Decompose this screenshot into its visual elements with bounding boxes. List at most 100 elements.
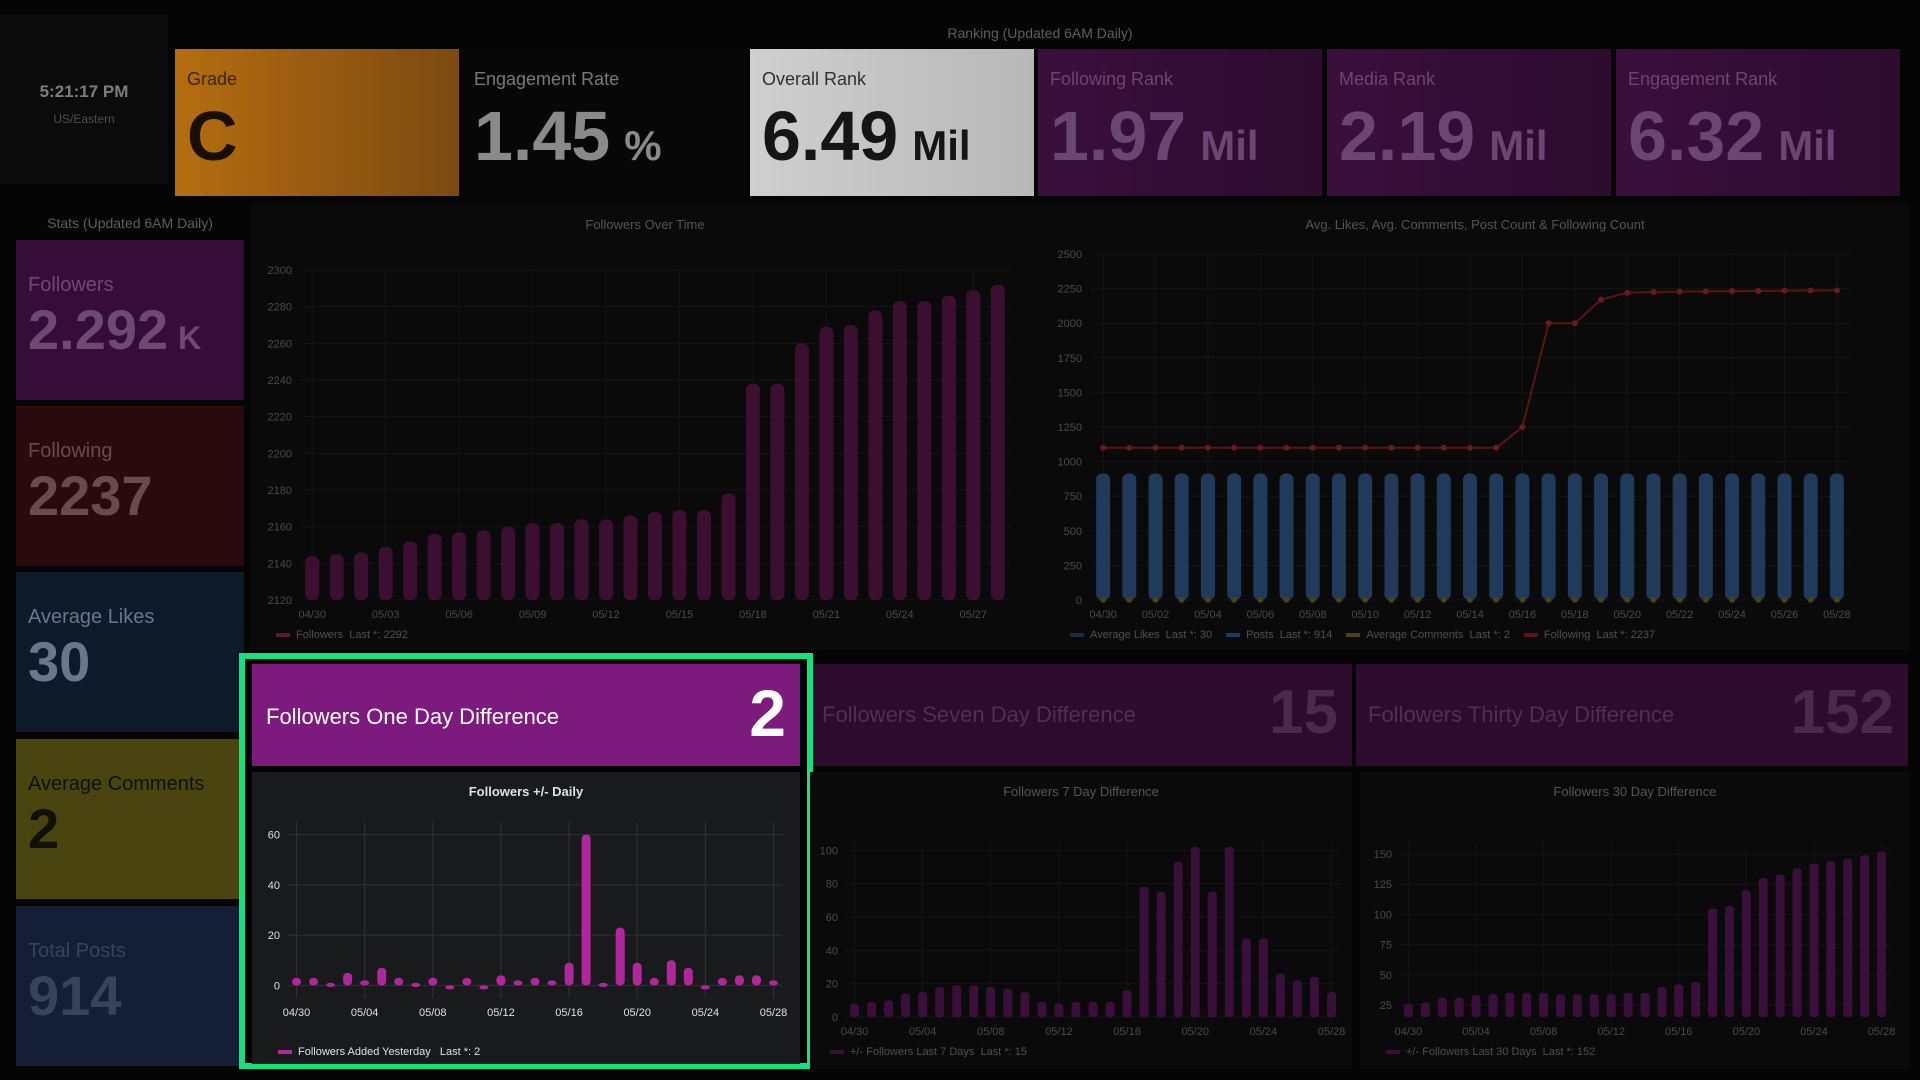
avg-comments-point (1729, 596, 1736, 603)
avg-comments-point (1781, 596, 1788, 603)
x-tick-label: 05/08 (419, 1007, 447, 1019)
legend-name: Followers (296, 629, 344, 641)
bar (479, 985, 489, 990)
legend-last: Last *: 2292 (349, 629, 408, 641)
followers-over-time-legend: Followers Last *: 2292 (276, 629, 408, 641)
bar (343, 972, 353, 986)
y-tick-label: 2240 (268, 375, 292, 387)
bar (1309, 977, 1319, 1017)
following-point (1467, 444, 1473, 451)
bar (1775, 874, 1785, 1017)
bar (1594, 473, 1609, 600)
bar (530, 977, 540, 986)
bar (462, 977, 472, 986)
bar (550, 523, 565, 600)
bar (1589, 994, 1599, 1017)
bar (1489, 473, 1504, 600)
following-point (1335, 444, 1342, 451)
rank-card-value: 6.32 Mil (1628, 101, 1837, 171)
seven-day-chart: 0 20 40 60 80 100 04/30 05/04 05/08 05/12 05/16 05/… (820, 842, 1346, 1038)
x-tick-label: 05/28 (760, 1007, 788, 1019)
bar (1139, 887, 1149, 1017)
bar (411, 982, 421, 987)
legend-last: Last *: 15 (980, 1046, 1028, 1058)
stat-card: Following 2237 (16, 406, 244, 566)
bar (683, 967, 693, 986)
bar (1860, 855, 1870, 1017)
x-tick-label: 05/28 (1318, 1026, 1346, 1038)
rank-card-label: Engagement Rate (474, 69, 620, 89)
stat-card-number: 2.292 (28, 298, 169, 361)
x-tick-label: 05/16 (1509, 609, 1537, 621)
legend-last: Last *: 30 (1165, 629, 1213, 641)
x-tick-label: 05/20 (1733, 1026, 1761, 1038)
x-tick-label: 05/04 (1194, 609, 1222, 621)
bar (1724, 905, 1734, 1017)
legend-last: Last *: 152 (1542, 1046, 1596, 1058)
bar (892, 301, 907, 600)
y-tick-label: 250 (1064, 560, 1082, 572)
following-point (1414, 444, 1421, 451)
x-tick-label: 05/26 (1771, 609, 1799, 621)
bar (1809, 863, 1819, 1017)
clock-time: 5:21:17 PM (39, 82, 129, 101)
y-tick-label: 2120 (268, 595, 292, 607)
rank-card: Media Rank 2.19 Mil (1327, 49, 1611, 196)
bar (935, 987, 945, 1017)
rank-card-value: 6.49 Mil (762, 101, 971, 171)
x-tick-label: 05/28 (1823, 609, 1851, 621)
x-tick-label: 05/22 (1666, 609, 1694, 621)
bar (564, 962, 574, 986)
rank-card-number: 2.19 (1339, 97, 1476, 175)
x-tick-label: 05/12 (592, 609, 620, 621)
one-day-diff-value: 2 (749, 676, 786, 750)
x-tick-label: 04/30 (1395, 1026, 1423, 1038)
following-point (1309, 444, 1316, 451)
bar (1777, 473, 1792, 600)
bar (329, 554, 344, 600)
y-tick-label: 150 (1374, 849, 1392, 861)
legend-name: +/- Followers Last 7 Days (850, 1046, 975, 1058)
bar (581, 834, 591, 986)
x-tick-label: 05/20 (1613, 609, 1641, 621)
x-tick-label: 04/30 (1089, 609, 1117, 621)
stat-card-value: 2237 (28, 468, 163, 524)
bar (1541, 473, 1556, 600)
stat-card-label: Average Likes (28, 606, 155, 628)
bar (599, 519, 614, 600)
bar (1174, 473, 1189, 600)
y-tick-label: 2000 (1058, 318, 1082, 330)
following-point (1598, 296, 1605, 303)
bar (513, 980, 523, 986)
y-tick-label: 2300 (268, 265, 292, 277)
y-tick-label: 2500 (1058, 249, 1082, 261)
x-tick-label: 05/04 (1462, 1026, 1490, 1038)
bar (1829, 473, 1844, 600)
rank-card: Following Rank 1.97 Mil (1038, 49, 1322, 196)
bar (1224, 847, 1234, 1017)
y-tick-label: 2260 (268, 338, 292, 350)
x-tick-label: 04/30 (841, 1026, 869, 1038)
x-tick-label: 05/16 (1113, 1026, 1141, 1038)
bar (770, 383, 785, 600)
bar (1403, 1003, 1413, 1017)
avg-comments-point (1126, 596, 1133, 603)
x-tick-label: 05/28 (1868, 1026, 1896, 1038)
stat-card-label: Following (28, 440, 113, 462)
legend-name: Average Likes (1090, 629, 1160, 641)
following-point (1283, 444, 1290, 451)
following-point (1152, 444, 1159, 451)
x-tick-label: 05/04 (909, 1026, 937, 1038)
stat-card-value: 914 (28, 968, 131, 1024)
y-tick-label: 60 (268, 830, 280, 842)
bar (1620, 473, 1635, 600)
stat-card-value: 2 (28, 801, 69, 857)
x-tick-label: 05/12 (1404, 609, 1432, 621)
bar (1515, 473, 1530, 600)
rank-card-number: 1.45 (474, 97, 611, 175)
legend-swatch (1070, 633, 1084, 638)
bar (428, 977, 438, 986)
diff-card: Followers Seven Day Difference 15 (810, 664, 1352, 766)
bar (1646, 473, 1661, 600)
bar (309, 977, 319, 986)
